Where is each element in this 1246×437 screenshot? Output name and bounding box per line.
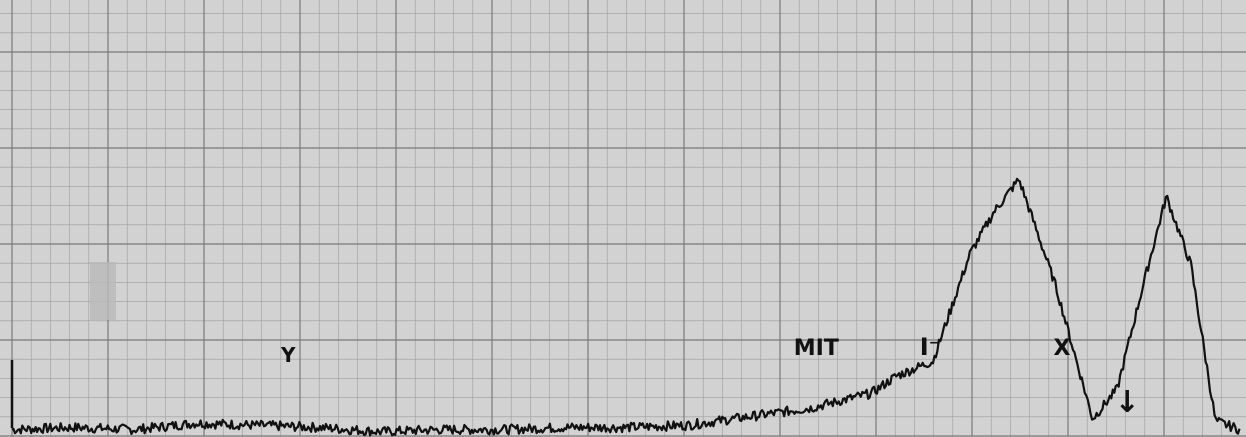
peak-labels: Y MIT I⁻ X ↓ [280,333,1140,420]
peak-label-1: MIT [794,336,839,361]
paper-stain [90,262,116,320]
peak-label-4: ↓ [1114,385,1139,420]
peak-label-0: Y [280,343,296,367]
peak-label-2: I⁻ [920,333,942,361]
chromatogram-trace [11,177,1241,437]
peak-label-3: X [1053,336,1070,361]
